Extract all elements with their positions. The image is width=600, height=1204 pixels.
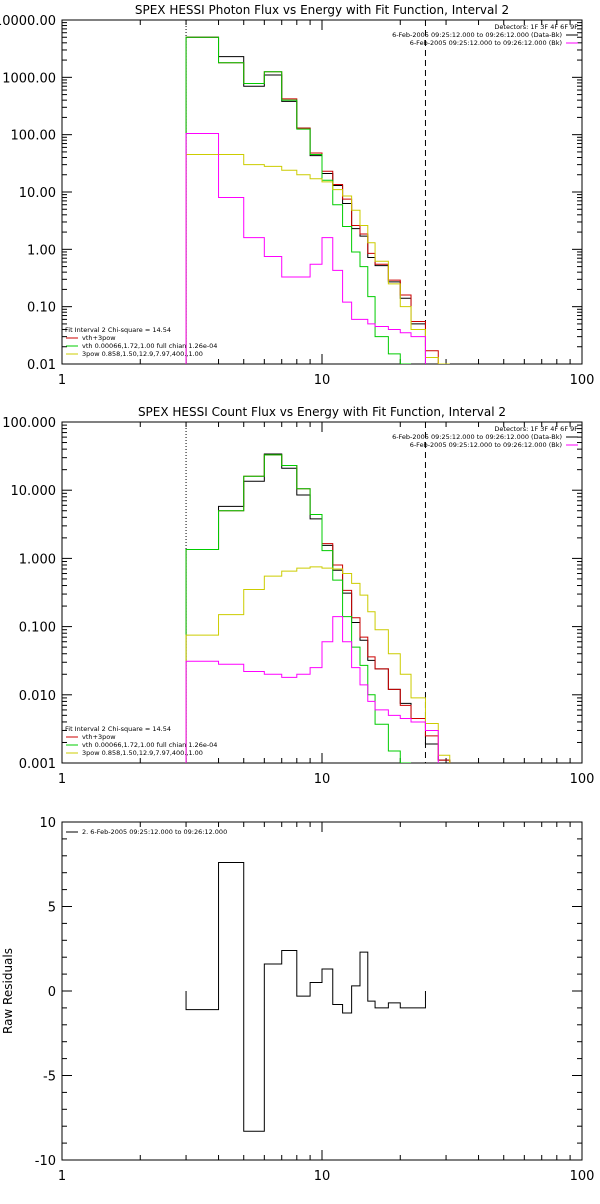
legend-title: Fit Interval 2 Chi-square = 14.54 [65, 725, 171, 733]
x-tick-label: 10 [314, 373, 331, 388]
y-axis-label: Raw Residuals [1, 948, 15, 1034]
y-tick-label: 10000.00 [0, 14, 56, 29]
x-tick-label: 10 [314, 1169, 331, 1184]
plot-frame [61, 19, 583, 365]
legend-entry: 3pow 0.858,1.50,12.9,7.97,400.,1.00 [82, 749, 203, 757]
y-tick-label: -10 [35, 1154, 56, 1169]
y-tick-label: 0.100 [19, 621, 56, 636]
data-series-2 [185, 454, 451, 763]
plot-frame [61, 821, 583, 1161]
y-tick-label: 0 [48, 985, 56, 1000]
y-tick-label: 0.010 [19, 689, 56, 704]
y-tick-label: 10.000 [11, 484, 57, 499]
legend-entry: 2. 6-Feb-2005 09:25:12.000 to 09:26:12.0… [82, 828, 227, 836]
data-series-1 [185, 36, 450, 364]
x-tick-label: 100 [570, 373, 595, 388]
y-tick-label: 0.01 [27, 358, 56, 373]
y-tick-label: 5 [48, 901, 56, 916]
y-tick-label: 0.10 [27, 301, 56, 316]
y-tick-label: 1.00 [27, 243, 56, 258]
y-tick-label: 100.000 [2, 416, 56, 431]
x-tick-label: 100 [570, 772, 595, 787]
legend-entry: 3pow 0.858,1.50,12.9,7.97,400.,1.00 [82, 350, 203, 358]
y-tick-label: 1.000 [19, 552, 56, 567]
data-series-3 [185, 36, 412, 364]
plot-frame [61, 421, 583, 764]
x-tick-label: 1 [58, 772, 66, 787]
data-series-5 [185, 132, 426, 364]
data-series-4 [185, 566, 451, 763]
chart-panel-3: Raw Residuals 1 10 100 -10 -5 0 5 10 2. 6-Feb-200… [1, 816, 594, 1184]
header-line: 6-Feb-2005 09:25:12.000 to 09:26:12.000 … [392, 31, 562, 39]
y-tick-label: 10 [39, 816, 56, 831]
legend-entry: vth 0.00066,1.72,1.00 full chian 1.26e-0… [82, 342, 217, 350]
y-tick-label: 100.00 [11, 129, 57, 144]
header-line: 6-Feb-2005 09:25:12.000 to 09:26:12.000 … [410, 441, 562, 449]
data-series-3 [185, 454, 412, 763]
x-tick-label: 10 [314, 772, 331, 787]
chart-title: SPEX HESSI Count Flux vs Energy with Fit… [138, 405, 506, 419]
data-series-1 [185, 453, 451, 763]
x-tick-label: 1 [58, 373, 66, 388]
y-tick-label: 10.00 [19, 186, 56, 201]
header-line: Detectors: 1F 3F 4F 6F 9F [494, 425, 578, 433]
header-line: 6-Feb-2005 09:25:12.000 to 09:26:12.000 … [410, 39, 562, 47]
legend-entry: vth 0.00066,1.72,1.00 full chian 1.26e-0… [82, 741, 217, 749]
header-line: Detectors: 1F 3F 4F 6F 9F [494, 23, 578, 31]
legend-title: Fit Interval 2 Chi-square = 14.54 [65, 326, 171, 334]
legend-entry: vth+3pow [82, 334, 116, 342]
x-tick-label: 1 [58, 1169, 66, 1184]
x-tick-label: 100 [570, 1169, 595, 1184]
data-series-1 [185, 862, 426, 1132]
y-tick-label: -5 [43, 1070, 56, 1085]
chart-panel-1: SPEX HESSI Photon Flux vs Energy with Fi… [0, 3, 594, 388]
series-group [185, 862, 426, 1132]
legend-entry: vth+3pow [82, 733, 116, 741]
y-tick-label: 1000.00 [2, 71, 56, 86]
chart-title: SPEX HESSI Photon Flux vs Energy with Fi… [135, 3, 509, 17]
data-series-5 [185, 616, 439, 763]
data-series-2 [185, 36, 450, 364]
header-line: 6-Feb-2005 09:25:12.000 to 09:26:12.000 … [392, 433, 562, 441]
series-group [185, 36, 450, 364]
series-group [185, 453, 451, 763]
data-series-4 [185, 154, 450, 364]
y-tick-label: 0.001 [19, 757, 56, 772]
chart-panel-2: SPEX HESSI Count Flux vs Energy with Fit… [2, 405, 594, 787]
